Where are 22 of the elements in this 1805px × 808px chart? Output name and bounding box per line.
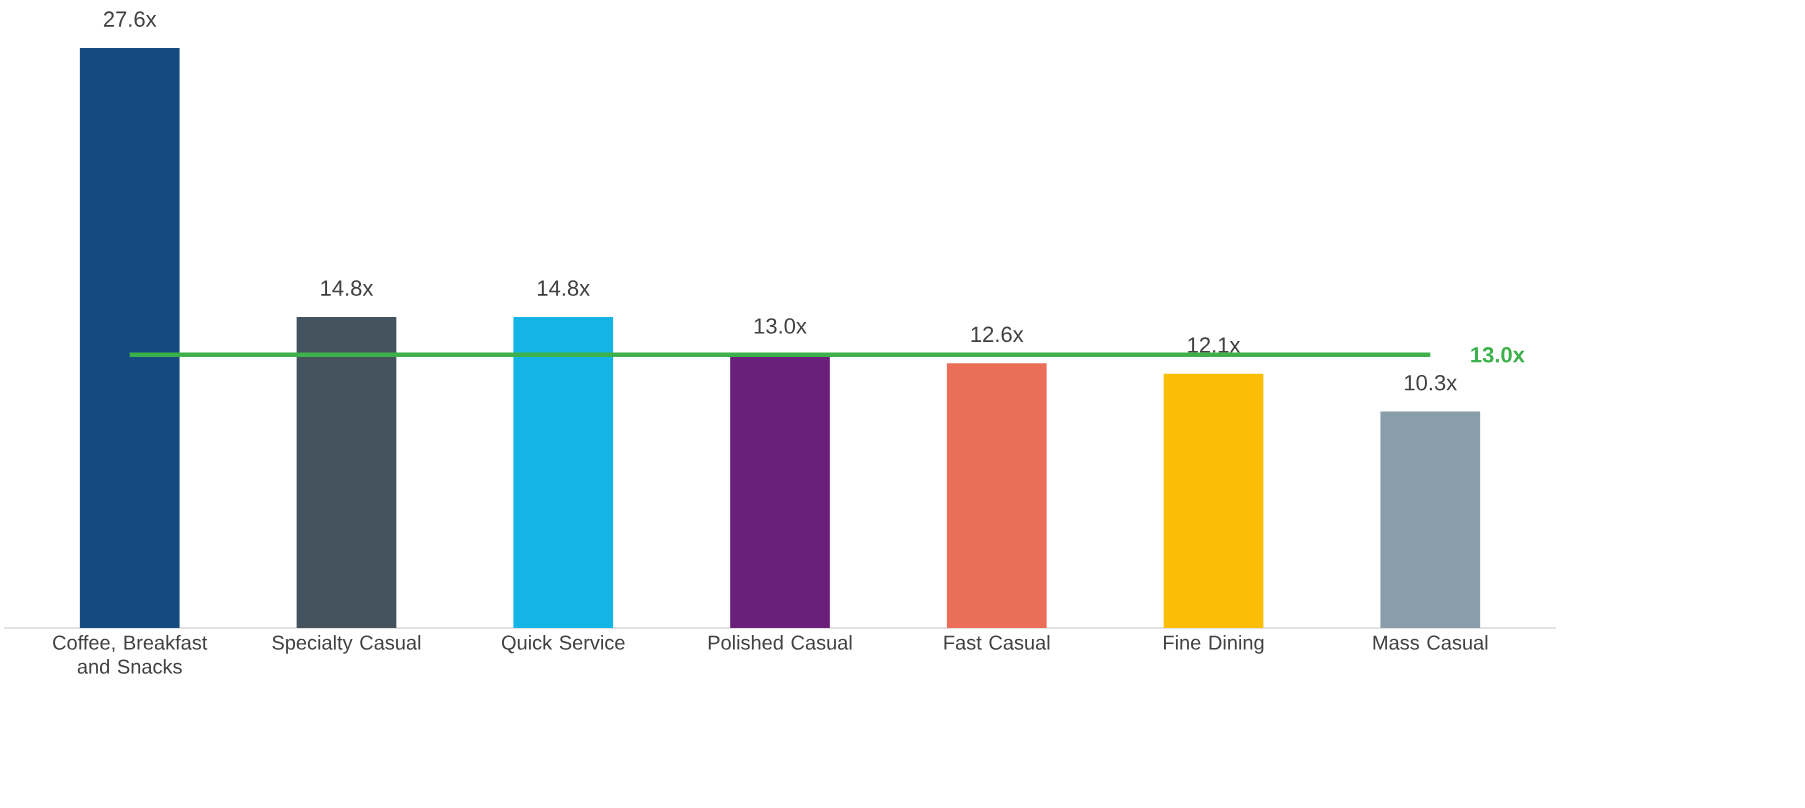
bar	[1380, 411, 1481, 628]
x-tick-label: Specialty Casual	[272, 635, 421, 654]
x-tick-label: Mass Casual	[1373, 635, 1488, 650]
ref-line-label: 13.0x	[1471, 347, 1525, 363]
data-label: 12.6x	[971, 326, 1024, 343]
bar	[296, 316, 397, 628]
x-tick-label: Quick Service	[501, 635, 625, 654]
data-label: 27.6x	[103, 11, 157, 27]
bar	[946, 363, 1047, 628]
data-label: 13.0x	[754, 318, 807, 334]
data-label: 14.8x	[321, 280, 374, 296]
bar	[513, 316, 614, 628]
data-label: 12.1x	[1188, 337, 1241, 353]
bar	[79, 47, 180, 628]
x-tick-label: Coffee, Breakfast and Snacks	[53, 635, 208, 674]
data-label: 10.3x	[1405, 374, 1457, 391]
x-tick-label: Fast Casual	[944, 635, 1050, 650]
x-tick-label: Polished Casual	[708, 635, 852, 650]
bar	[1163, 373, 1264, 628]
x-tick-label: Fine Dining	[1164, 635, 1264, 654]
data-label: 14.8x	[538, 280, 590, 296]
bar	[730, 354, 830, 628]
